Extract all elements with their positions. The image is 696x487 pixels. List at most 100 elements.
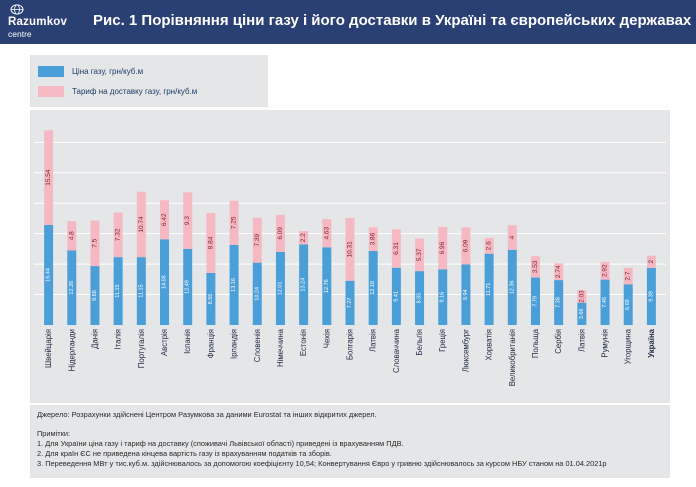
bar-delivery <box>183 192 193 249</box>
data-label-gas-price: 8.55 <box>208 294 214 305</box>
bar-gas-price <box>577 302 587 325</box>
legend-item-delivery: Тариф на доставку газу, грн/куб.м <box>38 86 197 97</box>
bar-gas-price <box>275 251 285 325</box>
data-label-gas-price: 3.66 <box>579 308 585 319</box>
category-label: Словенія <box>253 329 262 362</box>
data-label-gas-price: 13.24 <box>301 278 307 292</box>
bar-delivery <box>461 227 471 265</box>
notes-heading: Примітки: <box>37 429 71 438</box>
bar-gas-price <box>415 271 425 325</box>
data-label-gas-price: 9.94 <box>463 289 469 300</box>
bar-gas-price <box>67 250 77 325</box>
bar-delivery <box>646 255 656 268</box>
data-label-delivery: 4 <box>509 235 516 239</box>
bar-delivery <box>322 219 332 248</box>
legend-swatch-gas-price <box>38 66 64 77</box>
data-label-delivery: 6.09 <box>462 239 469 252</box>
category-label: Польща <box>531 328 540 358</box>
logo-subtitle: centre <box>8 29 32 39</box>
data-label-delivery: 4.8 <box>68 231 75 240</box>
bar-delivery <box>391 229 401 268</box>
data-label-gas-price: 7.38 <box>556 297 562 308</box>
data-label-gas-price: 12.49 <box>185 280 191 294</box>
legend-swatch-delivery <box>38 86 64 97</box>
bar-gas-price <box>299 244 309 325</box>
data-label-gas-price: 9.68 <box>92 290 98 301</box>
category-label: Чехія <box>322 329 331 348</box>
legend-label-gas-price: Ціна газу, грн/куб.м <box>72 67 144 76</box>
bar-gas-price <box>90 266 100 325</box>
bar-gas-price <box>136 257 146 325</box>
data-label-gas-price: 12.36 <box>509 280 515 294</box>
bar-gas-price <box>44 224 54 325</box>
category-label: Угорщина <box>624 328 633 364</box>
category-label: Румунія <box>601 329 610 358</box>
data-label-delivery: 4.63 <box>323 227 330 240</box>
bar-gas-price <box>507 249 517 325</box>
bar-gas-price <box>345 280 355 325</box>
data-label-gas-price: 12.26 <box>69 281 75 295</box>
bar-gas-price <box>600 279 610 325</box>
data-label-delivery: 6.96 <box>439 241 446 254</box>
data-label-gas-price: 11.71 <box>486 283 492 296</box>
note-item: 2. Для країн ЄС не приведена кінцева вар… <box>37 449 332 458</box>
category-label: Німеччина <box>276 328 285 367</box>
data-label-delivery: 7.32 <box>115 228 122 241</box>
data-label-delivery: 2.74 <box>555 265 562 278</box>
bar-gas-price <box>623 284 633 325</box>
bar-delivery <box>206 213 216 273</box>
category-label: Україна <box>647 328 656 357</box>
source-text: Джерело: Розрахунки здійснені Центром Ра… <box>37 410 377 419</box>
bar-delivery <box>275 214 285 252</box>
category-label: Данія <box>90 329 99 349</box>
data-label-delivery: 7.5 <box>91 238 98 247</box>
data-label-delivery: 6.31 <box>393 242 400 255</box>
note-item: 1. Для України ціна газу і тариф на дост… <box>37 439 404 448</box>
data-label-gas-price: 7.46 <box>602 297 608 308</box>
data-label-gas-price: 7.27 <box>347 298 353 309</box>
data-label-delivery: 10.74 <box>138 216 145 233</box>
bar-delivery <box>623 267 633 285</box>
data-label-gas-price: 9.41 <box>393 291 399 302</box>
category-label: Швейцарія <box>44 329 53 368</box>
data-label-delivery: 7.39 <box>254 233 261 246</box>
category-label: Великобританія <box>508 329 517 386</box>
data-label-delivery: 2.6 <box>486 241 493 250</box>
category-label: Люксембург <box>461 329 470 372</box>
bar-gas-price <box>391 267 401 325</box>
bar-gas-price <box>646 267 656 325</box>
razumkov-logo: Razumkov centre <box>8 3 78 41</box>
category-label: Сербія <box>554 329 563 354</box>
chart-legend: Ціна газу, грн/куб.м Тариф на доставку г… <box>30 55 268 107</box>
header-bar: Razumkov centre Рис. 1 Порівняння ціни г… <box>0 0 696 44</box>
bar-delivery <box>368 227 378 251</box>
data-label-delivery: 6.42 <box>161 213 168 226</box>
data-label-gas-price: 9.39 <box>648 291 654 302</box>
data-label-gas-price: 7.79 <box>532 296 538 307</box>
chart-area: 16.44 15.54 Швейцарія 12.26 4.8 Нідерланди 9.6… <box>30 110 670 403</box>
bar-delivery <box>299 230 309 245</box>
data-label-gas-price: 12.18 <box>370 281 376 295</box>
category-label: Іспанія <box>183 329 192 354</box>
data-label-delivery: 9.3 <box>184 216 191 225</box>
note-item: 3. Переведення МВт у тис.куб.м. здійснюв… <box>37 459 607 468</box>
category-label: Італія <box>114 329 123 350</box>
category-label: Болгарія <box>346 329 355 360</box>
bar-delivery <box>600 261 610 280</box>
bar-gas-price <box>160 239 170 325</box>
bar-delivery <box>415 238 425 272</box>
bar-gas-price <box>368 250 378 325</box>
data-label-delivery: 15.54 <box>45 169 52 186</box>
category-label: Ірландія <box>230 329 239 359</box>
category-label: Словаччина <box>392 328 401 373</box>
data-label-gas-price: 8.85 <box>417 293 423 304</box>
bar-delivery <box>67 221 77 251</box>
category-label: Нідерланди <box>67 329 76 371</box>
bar-gas-price <box>554 280 564 325</box>
data-label-gas-price: 13.16 <box>231 278 237 292</box>
bar-gas-price <box>206 272 216 325</box>
data-label-gas-price: 10.24 <box>254 287 260 301</box>
category-label: Бельгія <box>415 329 424 356</box>
bar-gas-price <box>183 248 193 325</box>
legend-label-delivery: Тариф на доставку газу, грн/куб.м <box>72 87 198 96</box>
